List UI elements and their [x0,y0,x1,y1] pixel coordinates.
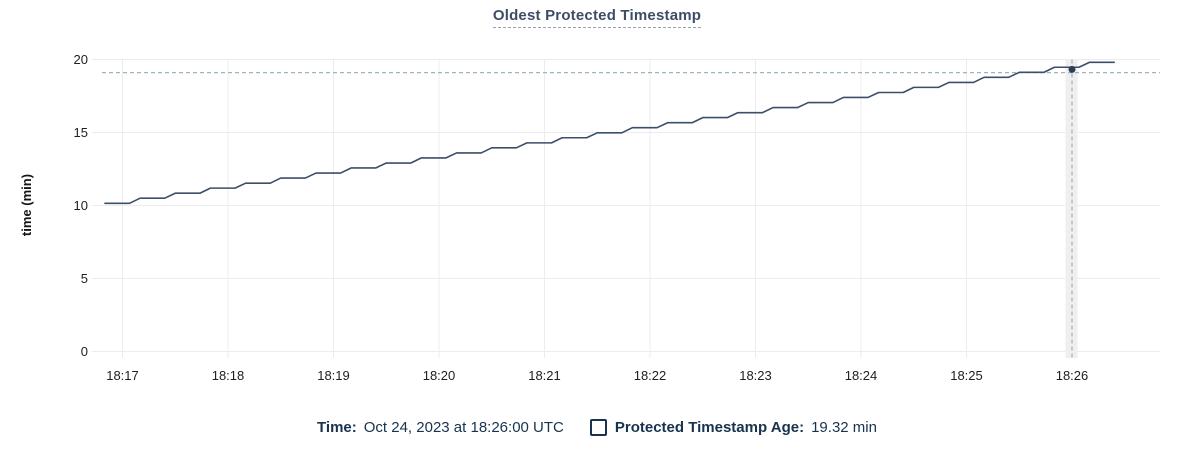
y-tick-label: 5 [81,271,88,286]
x-tick-label: 18:26 [1056,368,1089,383]
x-tick-label: 18:18 [212,368,245,383]
series-toggle-checkbox-icon[interactable] [589,419,607,436]
legend-series-label: Protected Timestamp Age: [614,419,805,436]
legend-series-group: Protected Timestamp Age: 19.32 min [589,419,877,436]
x-tick-label: 18:24 [845,368,878,383]
x-tick-label: 18:25 [950,368,983,383]
legend-time-group: Time: Oct 24, 2023 at 18:26:00 UTC [317,419,564,436]
x-tick-label: 18:22 [634,368,667,383]
series-line-protected-timestamp-age [104,61,1115,205]
legend-time-value: Oct 24, 2023 at 18:26:00 UTC [363,419,564,436]
chart-legend: Time: Oct 24, 2023 at 18:26:00 UTC Prote… [0,419,1194,436]
legend-series-value: 19.32 min [811,419,877,436]
y-tick-label: 20 [74,52,88,67]
hover-data-point [1068,65,1076,73]
y-tick-label: 15 [74,125,88,140]
legend-time-label: Time: [317,419,357,436]
x-tick-label: 18:17 [106,368,139,383]
y-axis-title: time (min) [19,174,34,236]
x-tick-label: 18:20 [423,368,456,383]
x-tick-label: 18:23 [739,368,772,383]
y-tick-label: 10 [74,198,88,213]
x-tick-label: 18:21 [528,368,561,383]
chart-title-row: Oldest Protected Timestamp [0,7,1194,28]
y-tick-label: 0 [81,344,88,359]
x-tick-label: 18:19 [317,368,350,383]
chart-title[interactable]: Oldest Protected Timestamp [492,7,702,28]
